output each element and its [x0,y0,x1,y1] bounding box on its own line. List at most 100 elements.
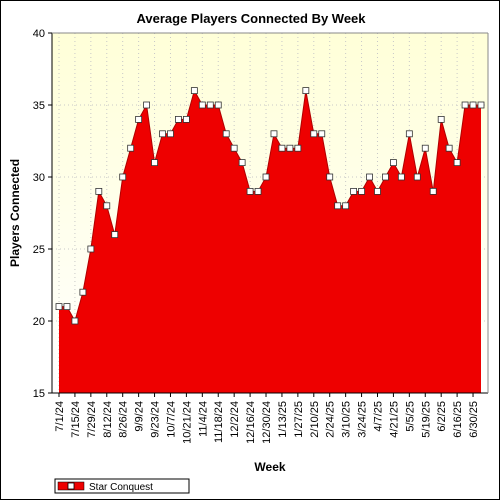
x-tick-label: 11/4/24 [197,401,209,437]
x-tick-label: 6/2/25 [436,401,448,432]
x-tick-label: 12/30/24 [261,401,273,444]
x-tick-label: 12/16/24 [245,401,257,444]
y-tick-label: 30 [33,172,45,184]
y-tick-label: 25 [33,244,45,256]
x-tick-label: 4/7/25 [372,401,384,432]
x-tick-label: 8/26/24 [118,401,130,438]
data-point [127,144,135,152]
data-point [350,187,358,195]
data-point [182,116,190,123]
data-point [334,202,342,210]
legend-marker [67,482,75,490]
data-point [119,173,127,181]
series-line [59,89,481,323]
x-tick-label: 2/10/25 [309,401,321,438]
data-point [310,130,318,138]
legend: Star Conquest [54,478,190,494]
data-point [135,116,143,123]
data-point [445,144,453,152]
data-point [63,303,71,311]
y-tick-label: 20 [33,316,45,328]
data-point [230,144,238,152]
data-point [190,87,198,94]
x-tick-label: 4/21/25 [388,401,400,438]
x-tick-label: 10/21/24 [181,401,193,444]
data-point [318,130,326,138]
y-axis-ticks: 15 20 25 30 35 40 [33,28,52,400]
legend-box [54,478,190,494]
y-tick-label: 15 [33,388,45,400]
data-point [222,130,230,138]
x-tick-label: 5/19/25 [420,401,432,438]
data-point [302,87,310,94]
data-point [413,173,421,181]
data-point [167,130,174,138]
data-point [278,144,286,152]
x-tick-label: 3/10/25 [341,401,353,438]
x-axis-label: Week [254,460,285,474]
x-tick-label: 7/15/24 [70,401,82,438]
data-point [175,116,182,123]
x-tick-label: 10/7/24 [165,401,177,438]
data-point [477,101,485,109]
data-point [461,101,469,109]
data-point [429,187,437,195]
axes [51,32,489,394]
data-point [326,173,334,181]
data-point [286,144,294,152]
x-tick-label: 9/23/24 [150,401,162,438]
data-point [382,173,389,181]
data-point [238,159,246,167]
x-tick-label: 12/2/24 [229,401,241,438]
data-point [366,173,373,181]
data-point [143,101,150,109]
x-tick-label: 9/9/24 [134,401,146,432]
data-point [103,202,111,210]
x-tick-label: 3/24/25 [357,401,369,438]
series-area [59,90,481,393]
data-point [358,187,365,195]
data-point [469,101,477,109]
data-point [390,159,397,167]
data-point [254,187,262,195]
data-point [87,245,95,253]
y-tick-label: 35 [33,100,45,112]
x-tick-label: 8/12/24 [102,401,114,438]
data-point [111,231,119,239]
data-point [397,173,405,181]
data-point [421,144,429,152]
x-tick-label: 1/13/25 [277,401,289,438]
x-axis-ticks: 7/1/24 7/15/24 7/29/24 8/12/24 8/26/24 9/9/24… [54,393,480,444]
x-tick-label: 7/29/24 [86,401,98,438]
data-point [198,101,206,109]
data-point [294,144,302,152]
data-point [214,101,222,109]
data-point [374,187,381,195]
x-tick-label: 1/27/25 [293,401,305,438]
y-axis-label: Players Connected [8,159,22,267]
x-tick-label: 5/5/25 [404,401,416,432]
data-point [55,303,63,311]
y-tick-label: 40 [33,28,45,40]
data-point [246,187,254,195]
legend-label: Star Conquest [89,482,153,493]
x-tick-label: 7/1/24 [54,401,66,432]
data-point [95,187,103,195]
data-point [262,173,270,181]
data-point [151,159,158,167]
data-point [270,130,278,138]
x-tick-label: 11/18/24 [213,401,225,443]
data-point [342,202,350,210]
data-point [405,130,413,138]
x-tick-label: 6/30/25 [468,401,480,438]
data-point [453,159,461,167]
data-point [79,288,87,296]
data-point [159,130,166,138]
x-tick-label: 6/16/25 [452,401,464,438]
data-point [71,317,79,325]
x-tick-label: 2/24/25 [325,401,337,438]
data-point [437,116,445,123]
data-point [206,101,214,109]
